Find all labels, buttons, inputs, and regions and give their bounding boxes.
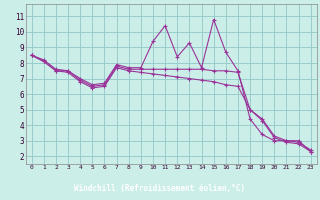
Text: Windchill (Refroidissement éolien,°C): Windchill (Refroidissement éolien,°C) <box>75 184 245 193</box>
